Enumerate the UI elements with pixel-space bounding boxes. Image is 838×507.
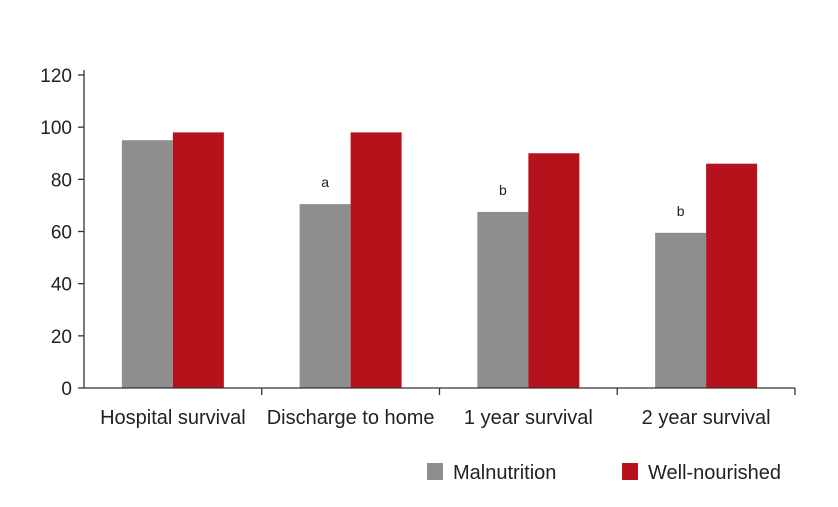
bar-well-nourished-hospital-survival bbox=[172, 132, 224, 388]
bar-well-nourished-discharge-to-home bbox=[350, 132, 402, 388]
x-category-label: 2 year survival bbox=[642, 407, 771, 429]
legend-swatch-malnutrition bbox=[427, 463, 443, 480]
bar-well-nourished-2-year-survival bbox=[706, 163, 758, 388]
bars-layer bbox=[121, 132, 758, 388]
y-axis-ticks: 0 20 40 60 80 100 120 bbox=[40, 66, 84, 400]
x-category-label: Discharge to home bbox=[267, 407, 435, 429]
x-category-label: 1 year survival bbox=[464, 407, 593, 429]
y-tick-label: 40 bbox=[51, 275, 72, 296]
significance-annotation: a bbox=[321, 174, 329, 190]
bar-annotations: a b b bbox=[321, 174, 685, 219]
y-tick-label: 20 bbox=[51, 327, 72, 348]
significance-annotation: b bbox=[499, 182, 507, 198]
y-tick-label: 80 bbox=[51, 170, 72, 191]
bar-malnutrition-discharge-to-home bbox=[299, 204, 351, 388]
significance-annotation: b bbox=[677, 203, 685, 219]
y-tick-label: 120 bbox=[40, 66, 72, 87]
y-tick-label: 100 bbox=[40, 118, 72, 139]
bar-malnutrition-1-year-survival bbox=[477, 211, 529, 388]
x-axis-ticks: Hospital survival Discharge to home 1 year… bbox=[100, 388, 796, 429]
y-tick-label: 0 bbox=[61, 379, 72, 400]
legend-label-well-nourished: Well-nourished bbox=[648, 462, 781, 484]
bar-malnutrition-hospital-survival bbox=[121, 140, 173, 388]
x-category-label: Hospital survival bbox=[100, 407, 246, 429]
y-tick-label: 60 bbox=[51, 223, 72, 244]
legend-swatch-well-nourished bbox=[622, 463, 638, 480]
bar-well-nourished-1-year-survival bbox=[528, 153, 580, 388]
legend: Malnutrition Well-nourished bbox=[427, 462, 781, 484]
bar-malnutrition-2-year-survival bbox=[655, 232, 707, 388]
legend-label-malnutrition: Malnutrition bbox=[453, 462, 556, 484]
